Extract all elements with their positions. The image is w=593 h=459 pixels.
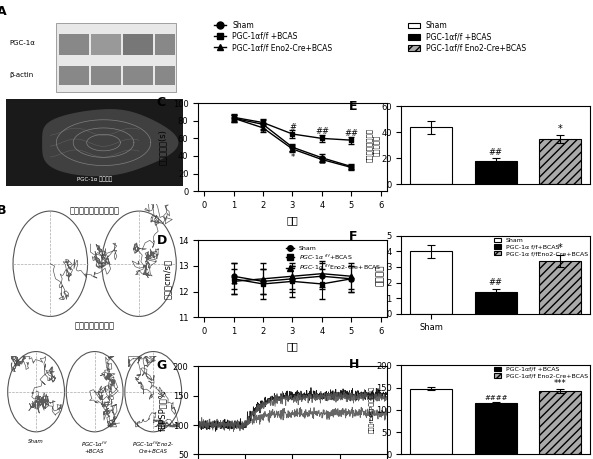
Bar: [475, 403, 517, 454]
Text: ##: ##: [489, 148, 503, 157]
Text: *: *: [558, 243, 563, 253]
Text: 探测试验（记忆）: 探测试验（记忆）: [75, 321, 114, 330]
Text: B: B: [0, 203, 7, 217]
Polygon shape: [43, 110, 178, 175]
Text: G: G: [157, 359, 167, 372]
Text: *: *: [320, 157, 324, 166]
Text: ##: ##: [345, 129, 358, 138]
Text: $PGC$-$1\alpha^{f/f}$Eno2-
Cre: $PGC$-$1\alpha^{f/f}$Eno2- Cre: [122, 0, 176, 1]
Y-axis label: fEPSP斜率%: fEPSP斜率%: [158, 390, 167, 431]
Text: H: H: [349, 358, 359, 371]
Text: β-actin: β-actin: [9, 73, 34, 78]
Legend: Sham, $PGC$-$1\alpha$ $^{f/f}$+BCAS, $PGC$-$1\alpha$ $^{f/f}$Eno2-Cre+BCAS: Sham, $PGC$-$1\alpha$ $^{f/f}$+BCAS, $PG…: [283, 243, 384, 275]
Text: F: F: [349, 230, 357, 243]
Text: PGC-1α 在神经元: PGC-1α 在神经元: [77, 176, 112, 182]
Text: $PGC$-$1\alpha^{f/f}$
+BCAS: $PGC$-$1\alpha^{f/f}$ +BCAS: [81, 439, 109, 454]
Bar: [540, 391, 582, 454]
Text: $PGC$-$1\alpha^{f/f}$: $PGC$-$1\alpha^{f/f}$: [77, 0, 111, 1]
Text: *: *: [291, 152, 295, 162]
Bar: [540, 261, 582, 314]
Text: 定位航行实验（学习）: 定位航行实验（学习）: [69, 206, 120, 215]
Bar: [155, 34, 174, 56]
Text: $PGC$-$1\alpha^{f/f}$Eno2-
Cre+BCAS: $PGC$-$1\alpha^{f/f}$Eno2- Cre+BCAS: [132, 439, 174, 454]
Legend: Sham, PGC-1α f/f+BCAS, PGC-1α f/fEno2-Cre+BCAS: Sham, PGC-1α f/f+BCAS, PGC-1α f/fEno2-Cr…: [491, 235, 591, 259]
Bar: [6, 99, 183, 186]
Bar: [59, 34, 90, 56]
Bar: [410, 388, 452, 454]
Bar: [123, 34, 153, 56]
Text: #: #: [289, 123, 296, 132]
Legend: Sham, PGC-1αf/f +BCAS, PGC-1αf/f Eno2-Cre+BCAS: Sham, PGC-1αf/f +BCAS, PGC-1αf/f Eno2-Cr…: [212, 17, 335, 55]
Bar: [540, 139, 582, 184]
Bar: [475, 292, 517, 314]
Y-axis label: 穿越平台: 穿越平台: [376, 264, 385, 285]
Bar: [410, 252, 452, 314]
Bar: [91, 67, 122, 84]
Bar: [410, 127, 452, 184]
Text: D: D: [157, 234, 167, 247]
Text: PGC-1α: PGC-1α: [9, 40, 36, 46]
Bar: [155, 67, 174, 84]
Legend: PGC-1αf/f +BCAS, PGC-1αf/f Eno2-Cre+BCAS: PGC-1αf/f +BCAS, PGC-1αf/f Eno2-Cre+BCAS: [491, 364, 591, 381]
Text: ##: ##: [489, 278, 503, 287]
Text: C: C: [157, 96, 166, 109]
Y-axis label: 标准化fEPSP幅度百分比: 标准化fEPSP幅度百分比: [369, 386, 375, 433]
X-axis label: 天数: 天数: [286, 341, 298, 352]
Text: ***: ***: [554, 379, 567, 388]
Bar: [91, 34, 122, 56]
Bar: [59, 67, 90, 84]
Text: Sham: Sham: [28, 439, 44, 444]
Text: ####: ####: [484, 395, 508, 402]
Y-axis label: 速度（cm/s）: 速度（cm/s）: [163, 259, 172, 299]
X-axis label: 天数: 天数: [286, 215, 298, 225]
FancyBboxPatch shape: [56, 23, 176, 92]
Legend: Sham, PGC-1αf/f +BCAS, PGC-1αf/f Eno2-Cre+BCAS: Sham, PGC-1αf/f +BCAS, PGC-1αf/f Eno2-Cr…: [405, 18, 529, 56]
Bar: [475, 161, 517, 184]
Bar: [123, 67, 153, 84]
Text: **: **: [347, 164, 356, 173]
Text: A: A: [0, 5, 7, 17]
Y-axis label: 目标象限滞留时间
所占百分比: 目标象限滞留时间 所占百分比: [365, 128, 380, 162]
Text: E: E: [349, 100, 357, 113]
Text: *: *: [558, 123, 563, 134]
Text: ##: ##: [315, 127, 329, 136]
Y-axis label: 逃避潜伏期(s): 逃避潜伏期(s): [158, 129, 167, 165]
